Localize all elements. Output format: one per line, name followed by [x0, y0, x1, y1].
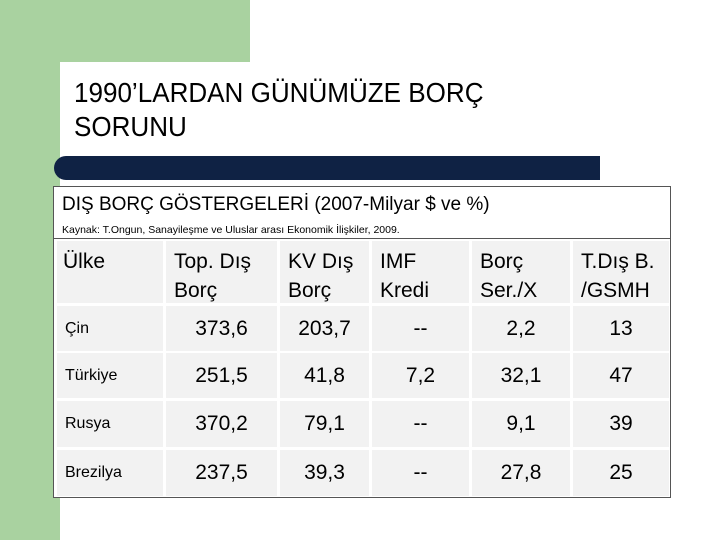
value-cell: --: [372, 306, 469, 351]
top-decoration-block: [0, 0, 250, 62]
country-cell: Rusya: [57, 401, 163, 447]
value-cell: 32,1: [472, 353, 570, 398]
header-col-5: T.Dış B. /GSMH: [573, 241, 669, 303]
value-cell: 27,8: [472, 450, 570, 496]
country-cell: Çin: [57, 306, 163, 351]
header-line-2: Ser./X: [480, 279, 538, 302]
header-col-1: Top. Dış Borç: [166, 241, 277, 303]
table-divider: [53, 238, 671, 239]
title-accent-bar: [54, 156, 600, 180]
header-line-1: Borç: [480, 250, 524, 273]
value-cell: 79,1: [280, 401, 369, 447]
value-cell: 370,2: [166, 401, 277, 447]
value-cell: 47: [573, 353, 669, 398]
header-line-1: T.Dış B.: [581, 250, 655, 273]
header-country: Ülke: [57, 241, 163, 303]
side-decoration-strip: [0, 0, 60, 540]
value-cell: 7,2: [372, 353, 469, 398]
value-cell: --: [372, 450, 469, 496]
slide-title: 1990’LARDAN GÜNÜMÜZE BORÇ SORUNU: [74, 77, 484, 142]
value-cell: 39: [573, 401, 669, 447]
value-cell: 13: [573, 306, 669, 351]
header-line-2: /GSMH: [581, 279, 650, 302]
header-line-2: Borç: [288, 279, 332, 302]
header-col-4: Borç Ser./X: [472, 241, 570, 303]
value-cell: 373,6: [166, 306, 277, 351]
value-cell: 203,7: [280, 306, 369, 351]
header-line-2: Borç: [174, 279, 218, 302]
header-line-1: IMF: [380, 250, 417, 273]
header-line-1: Top. Dış: [174, 250, 252, 273]
country-cell: Brezilya: [57, 450, 163, 496]
value-cell: --: [372, 401, 469, 447]
value-cell: 237,5: [166, 450, 277, 496]
value-cell: 2,2: [472, 306, 570, 351]
value-cell: 41,8: [280, 353, 369, 398]
title-card: [60, 62, 720, 162]
header-line-2: Kredi: [380, 279, 430, 302]
table-title: DIŞ BORÇ GÖSTERGELERİ (2007-Milyar $ ve …: [62, 194, 490, 215]
value-cell: 39,3: [280, 450, 369, 496]
header-line-1: KV Dış: [288, 250, 354, 273]
value-cell: 25: [573, 450, 669, 496]
header-col-3: IMF Kredi: [372, 241, 469, 303]
value-cell: 251,5: [166, 353, 277, 398]
header-line-1: Ülke: [63, 250, 106, 273]
source-note: Kaynak: T.Ongun, Sanayileşme ve Uluslar …: [62, 224, 400, 236]
country-cell: Türkiye: [57, 353, 163, 398]
header-col-2: KV Dış Borç: [280, 241, 369, 303]
value-cell: 9,1: [472, 401, 570, 447]
